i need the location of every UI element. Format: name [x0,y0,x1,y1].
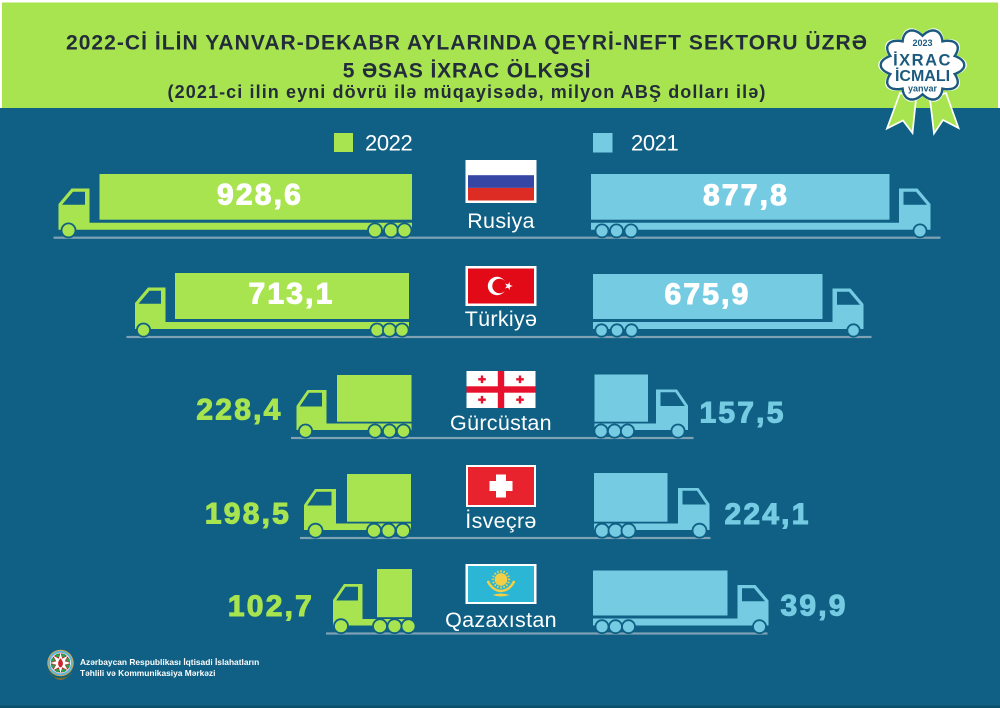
svg-text:Qazaxıstan: Qazaxıstan [445,608,557,632]
svg-text:2023: 2023 [912,38,932,48]
svg-text:Rusiya: Rusiya [467,209,535,233]
svg-text:İXRAC: İXRAC [893,52,952,70]
svg-text:224,1: 224,1 [725,498,811,531]
svg-text:Təhlili və Kommunikasiya Mərkə: Təhlili və Kommunikasiya Mərkəzi [80,668,215,678]
svg-text:Gürcüstan: Gürcüstan [450,411,552,435]
svg-text:İCMALI: İCMALI [895,67,950,85]
svg-text:yanvar: yanvar [908,84,938,94]
svg-text:228,4: 228,4 [196,394,282,427]
svg-text:İsveçrə: İsveçrə [465,509,536,533]
svg-text:877,8: 877,8 [703,179,789,212]
svg-text:2021: 2021 [631,131,679,156]
svg-text:5 ƏSAS İXRAC ÖLKƏSİ: 5 ƏSAS İXRAC ÖLKƏSİ [343,60,592,83]
svg-text:928,6: 928,6 [217,179,303,212]
svg-text:Türkiyə: Türkiyə [465,307,538,331]
svg-text:157,5: 157,5 [700,396,786,429]
svg-text:(2021-ci ilin eyni dövrü ilə m: (2021-ci ilin eyni dövrü ilə müqayisədə,… [168,82,767,102]
svg-text:2022-Cİ İLİN YANVAR-DEKABR AYL: 2022-Cİ İLİN YANVAR-DEKABR AYLARINDA QEY… [66,32,868,55]
svg-text:39,9: 39,9 [781,590,848,623]
svg-text:198,5: 198,5 [205,497,291,530]
svg-text:713,1: 713,1 [248,278,334,311]
svg-text:102,7: 102,7 [228,590,314,623]
svg-text:2022: 2022 [365,131,413,156]
svg-text:675,9: 675,9 [664,278,750,311]
svg-text:Azərbaycan Respublikası İqtisa: Azərbaycan Respublikası İqtisadi İslahat… [80,657,259,667]
